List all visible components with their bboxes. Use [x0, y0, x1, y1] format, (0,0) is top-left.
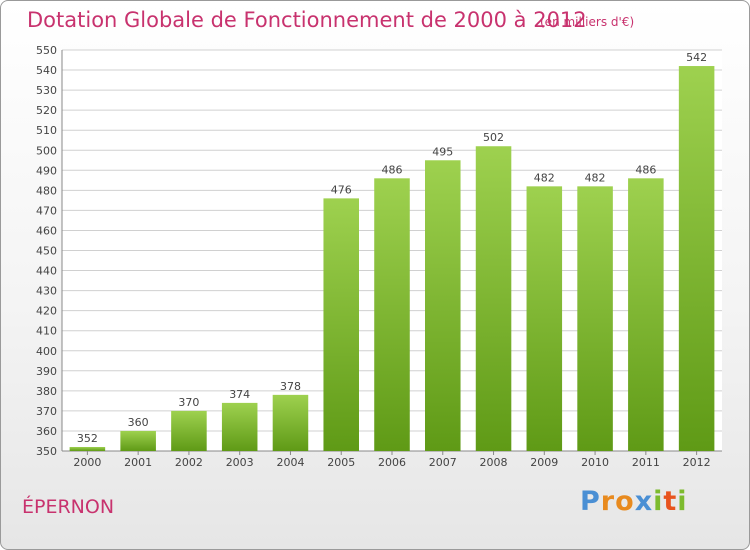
- x-tick-label: 2007: [429, 456, 457, 469]
- y-tick-label: 390: [36, 365, 57, 378]
- bar: [120, 430, 156, 451]
- data-label: 374: [229, 388, 250, 401]
- data-label: 352: [77, 432, 98, 445]
- y-tick-label: 510: [36, 124, 57, 137]
- y-tick-label: 480: [36, 184, 57, 197]
- bar: [425, 160, 461, 451]
- bar: [69, 446, 106, 451]
- proxiti-logo: Proxiti: [580, 486, 688, 517]
- x-tick-label: 2006: [378, 456, 406, 469]
- bar: [171, 410, 207, 451]
- logo-letter: t: [663, 486, 678, 517]
- x-tick-label: 2012: [683, 456, 711, 469]
- x-tick-label: 2011: [632, 456, 660, 469]
- y-tick-label: 490: [36, 164, 57, 177]
- data-label: 486: [382, 163, 403, 176]
- data-label: 495: [432, 145, 453, 158]
- x-tick-label: 2004: [276, 456, 304, 469]
- y-tick-label: 410: [36, 325, 57, 338]
- y-tick-label: 350: [36, 445, 57, 458]
- y-tick-label: 420: [36, 305, 57, 318]
- x-tick-label: 2009: [530, 456, 558, 469]
- x-tick-label: 2008: [480, 456, 508, 469]
- y-tick-label: 360: [36, 425, 57, 438]
- bar: [374, 178, 410, 451]
- y-tick-label: 380: [36, 385, 57, 398]
- y-tick-label: 460: [36, 224, 57, 237]
- bar: [577, 186, 613, 451]
- bar: [221, 402, 258, 451]
- y-tick-label: 470: [36, 204, 57, 217]
- x-tick-label: 2001: [124, 456, 152, 469]
- bar: [526, 186, 563, 451]
- x-tick-label: 2002: [175, 456, 203, 469]
- chart-title: Dotation Globale de Fonctionnement de 20…: [27, 8, 587, 32]
- data-label: 482: [534, 171, 555, 184]
- bar: [628, 178, 664, 451]
- y-tick-label: 530: [36, 84, 57, 97]
- logo-letter: r: [600, 486, 616, 517]
- y-tick-label: 430: [36, 285, 57, 298]
- bar: [323, 198, 359, 451]
- y-tick-label: 450: [36, 245, 57, 258]
- logo-letter: i: [677, 486, 688, 517]
- data-label: 486: [635, 163, 656, 176]
- data-label: 476: [331, 183, 352, 196]
- bar: [475, 146, 512, 452]
- logo-letter: i: [653, 486, 664, 517]
- data-label: 482: [585, 171, 606, 184]
- chart-subtitle: (en milliers d'€): [540, 15, 635, 29]
- data-label: 360: [128, 416, 149, 429]
- x-tick-label: 2003: [226, 456, 254, 469]
- logo-letter: o: [615, 486, 635, 517]
- place-name: ÉPERNON: [22, 496, 115, 518]
- logo-letter: P: [580, 486, 601, 517]
- y-tick-label: 520: [36, 104, 57, 117]
- data-label: 378: [280, 380, 301, 393]
- bar: [272, 394, 309, 451]
- y-tick-label: 400: [36, 345, 57, 358]
- x-tick-label: 2000: [73, 456, 101, 469]
- data-label: 502: [483, 131, 504, 144]
- y-tick-label: 370: [36, 405, 57, 418]
- y-tick-label: 500: [36, 144, 57, 157]
- data-label: 542: [686, 51, 707, 64]
- data-label: 370: [178, 396, 199, 409]
- y-tick-label: 550: [36, 44, 57, 57]
- bar: [678, 66, 715, 451]
- x-tick-label: 2005: [327, 456, 355, 469]
- logo-letter: x: [634, 486, 654, 517]
- y-tick-label: 440: [36, 265, 57, 278]
- y-tick-label: 540: [36, 64, 57, 77]
- x-tick-label: 2010: [581, 456, 609, 469]
